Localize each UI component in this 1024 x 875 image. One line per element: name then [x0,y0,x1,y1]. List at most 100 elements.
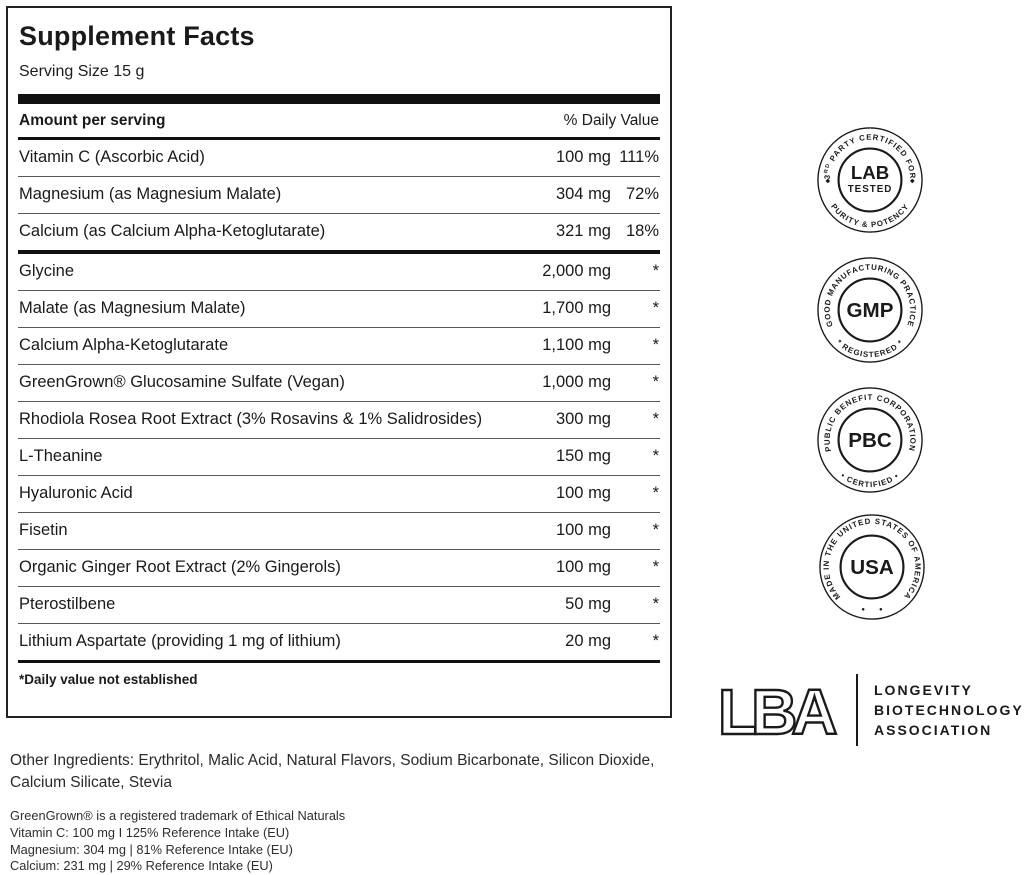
ingredient-row: Calcium (as Calcium Alpha-Ketoglutarate)… [18,214,660,250]
ingredient-name: Hyaluronic Acid [19,484,133,502]
lab-tested-seal-icon: 3RDPARTY CERTIFIED FOR PURITY & POTENCY … [817,127,923,233]
ingredient-dv: * [652,336,659,354]
fine-print-trademark: GreenGrown® is a registered trademark of… [10,808,346,823]
ingredient-dv: 111% [619,148,659,166]
ingredient-amount: 304 mg [555,185,611,203]
ingredient-dv: * [652,447,659,465]
svg-text:GMP: GMP [847,299,894,322]
ingredient-name: Lithium Aspartate (providing 1 mg of lit… [19,632,341,650]
daily-value-label: % Daily Value [563,112,659,129]
ingredient-dv: * [652,595,659,613]
ingredient-amount: 100 mg [555,484,611,502]
ingredient-row: L-Theanine 150 mg * [18,439,660,476]
ingredient-row: Rhodiola Rosea Root Extract (3% Rosavins… [18,402,660,439]
ingredient-dv: * [652,484,659,502]
ingredient-row: Vitamin C (Ascorbic Acid) 100 mg 111% [18,140,660,177]
pbc-seal-icon: PUBLIC BENEFIT CORPORATION • CERTIFIED •… [817,387,923,493]
panel-title: Supplement Facts [19,21,255,51]
ingredient-row: GreenGrown® Glucosamine Sulfate (Vegan) … [18,365,660,402]
ingredient-row: Malate (as Magnesium Malate) 1,700 mg * [18,291,660,328]
lba-monogram-icon: LBA [716,672,844,748]
supplement-facts-panel: Supplement Facts Serving Size 15 g Amoun… [6,6,672,718]
ingredient-name: Magnesium (as Magnesium Malate) [19,185,282,203]
ingredient-name: Malate (as Magnesium Malate) [19,299,246,317]
ingredient-name: Pterostilbene [19,595,116,613]
ingredient-row: Lithium Aspartate (providing 1 mg of lit… [18,624,660,660]
lab-tested-seal: 3RDPARTY CERTIFIED FOR PURITY & POTENCY … [815,124,925,236]
association-line: ASSOCIATION [874,722,993,738]
ingredient-dv: 18% [625,222,659,240]
ingredient-name: Rhodiola Rosea Root Extract (3% Rosavins… [19,410,483,428]
divider-thick-top [18,94,660,104]
ingredient-amount: 100 mg [555,148,611,166]
association-line: BIOTECHNOLOGY [874,702,1024,718]
dot-separator-icon [879,607,883,611]
ingredient-name: L-Theanine [19,447,103,465]
ingredient-amount: 321 mg [555,222,611,240]
ingredient-row: Pterostilbene 50 mg * [18,587,660,624]
dot-separator-icon [861,607,865,611]
amount-per-serving-label: Amount per serving [19,112,166,129]
fine-print-magnesium: Magnesium: 304 mg | 81% Reference Intake… [10,841,293,857]
fine-print-calcium: Calcium: 231 mg | 29% Reference Intake (… [10,858,273,874]
ingredient-name: Calcium (as Calcium Alpha-Ketoglutarate) [19,222,326,240]
association-line: LONGEVITY [874,682,973,698]
svg-text:LBA: LBA [718,676,836,748]
ingredient-dv: 72% [625,185,659,203]
ingredient-amount: 20 mg [565,632,611,650]
made-in-usa-seal: MADE IN THE UNITED STATES OF AMERICA USA [817,511,927,623]
ingredient-amount: 100 mg [555,558,611,576]
fine-print: GreenGrown® is a registered trademark of… [10,808,672,875]
svg-text:• CERTIFIED •: • CERTIFIED • [839,471,901,489]
ingredient-amount: 1,000 mg [542,373,611,391]
gmp-seal-icon: GOOD MANUFACTURING PRACTICE * REGISTERED… [817,257,923,363]
ingredient-amount: 100 mg [555,521,611,539]
ingredient-name: Calcium Alpha-Ketoglutarate [19,336,229,354]
gmp-seal: GOOD MANUFACTURING PRACTICE * REGISTERED… [815,254,925,366]
ingredient-row: Calcium Alpha-Ketoglutarate 1,100 mg * [18,328,660,365]
table-header: Amount per serving % Daily Value [18,104,660,137]
fine-print-vitamin-c: Vitamin C: 100 mg I 125% Reference Intak… [10,824,290,840]
ingredient-amount: 300 mg [555,410,611,428]
ingredient-dv: * [652,521,659,539]
ingredient-row: Hyaluronic Acid 100 mg * [18,476,660,513]
diamond-separator-icon: ◆ [826,178,831,184]
lba-logo: LBA LONGEVITY BIOTECHNOLOGY ASSOCIATION [716,672,1024,748]
ingredient-name: Organic Ginger Root Extract (2% Gingerol… [19,558,341,576]
logo-divider [856,674,858,746]
ingredient-row: Magnesium (as Magnesium Malate) 304 mg 7… [18,177,660,214]
divider-under-header [18,137,660,140]
svg-text:LAB: LAB [851,162,889,183]
svg-text:TESTED: TESTED [848,184,893,195]
ingredient-row: Organic Ginger Root Extract (2% Gingerol… [18,550,660,587]
ingredient-name: GreenGrown® Glucosamine Sulfate (Vegan) [19,373,345,391]
ingredient-amount: 1,700 mg [542,299,611,317]
ingredient-dv: * [652,262,659,280]
ingredient-dv: * [652,632,659,650]
ingredient-amount: 1,100 mg [542,336,611,354]
ingredient-dv: * [652,299,659,317]
diamond-separator-icon: ◆ [910,178,915,184]
svg-text:PURITY & POTENCY: PURITY & POTENCY [829,202,911,229]
svg-text:PBC: PBC [848,429,892,452]
serving-size: Serving Size 15 g [19,63,145,80]
divider-above-footnote [18,659,660,663]
ingredient-dv: * [652,410,659,428]
pbc-seal: PUBLIC BENEFIT CORPORATION • CERTIFIED •… [815,384,925,496]
ingredient-dv: * [652,373,659,391]
ingredient-name: Glycine [19,262,75,280]
divider-thick-mid [18,249,660,254]
ingredient-row: Fisetin 100 mg * [18,513,660,550]
other-ingredients-text: Other Ingredients: Erythritol, Malic Aci… [10,752,655,791]
association-name: LONGEVITY BIOTECHNOLOGY ASSOCIATION [874,682,1024,738]
ingredient-row: Glycine 2,000 mg * [18,254,660,291]
ingredient-amount: 2,000 mg [542,262,611,280]
ingredient-amount: 150 mg [555,447,611,465]
ingredient-name: Vitamin C (Ascorbic Acid) [19,148,205,166]
made-in-usa-seal-icon: MADE IN THE UNITED STATES OF AMERICA USA [819,514,925,620]
ingredient-name: Fisetin [19,521,68,539]
ingredient-dv: * [652,558,659,576]
ingredient-amount: 50 mg [565,595,611,613]
svg-text:USA: USA [850,556,894,579]
